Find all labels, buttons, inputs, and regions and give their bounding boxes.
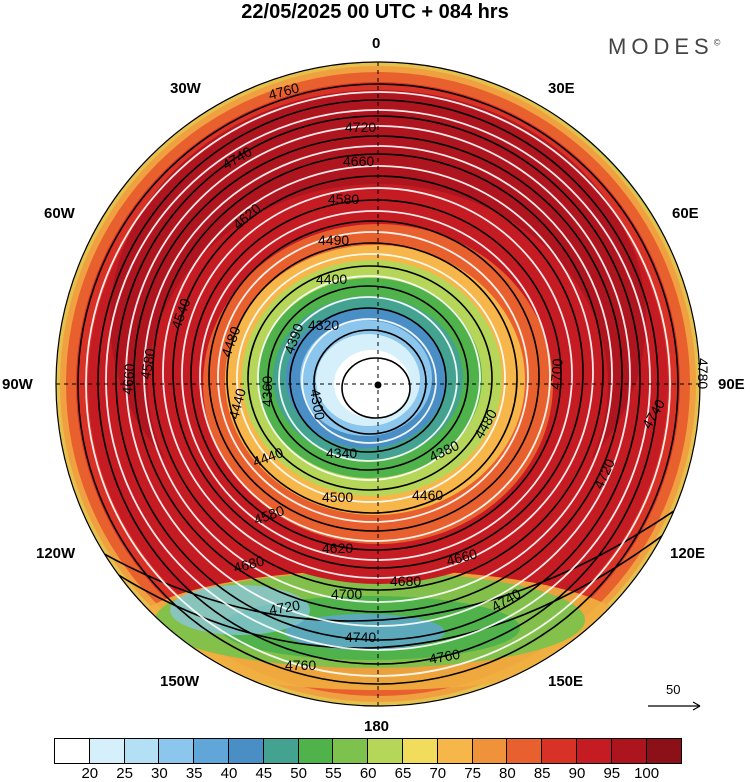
contour-label: 4580 — [328, 191, 359, 207]
brand-name: MODES — [608, 34, 714, 59]
contour-label: 4490 — [318, 232, 349, 248]
contour-label: 4300 — [307, 388, 328, 422]
contour-label: 4780 — [695, 358, 711, 389]
colorbar-swatch — [55, 739, 90, 763]
colorbar-swatch — [368, 739, 403, 763]
colorbar-tick-label: 50 — [290, 765, 307, 782]
contour-label: 4720 — [268, 597, 302, 618]
contour-label: 4360 — [259, 376, 275, 407]
brand-logo: MODES© — [608, 34, 720, 60]
brand-mark: © — [713, 37, 721, 48]
contour-label: 4620 — [322, 540, 353, 556]
contour-label: 4400 — [316, 271, 347, 287]
colorbar-tick-label: 75 — [464, 765, 481, 782]
map-boundary — [55, 61, 701, 707]
colorbar-swatch — [402, 739, 438, 763]
colorbar-swatch — [89, 739, 125, 763]
contour-label: 4660 — [445, 545, 479, 569]
colorbar-tick-label: 80 — [499, 765, 516, 782]
colorbar-tick-label: 30 — [151, 765, 168, 782]
lon-label-120w: 120W — [36, 545, 76, 562]
colorbar-swatch — [437, 739, 473, 763]
colorbar-swatch — [646, 739, 682, 763]
colorbar-swatch — [542, 739, 577, 763]
colorbar-swatch — [472, 739, 508, 763]
colorbar — [54, 738, 683, 764]
contour-label: 4340 — [326, 445, 357, 461]
lon-label-150w: 150W — [160, 673, 200, 690]
contour-label: 4500 — [322, 489, 353, 505]
colorbar-tick-label: 95 — [603, 765, 621, 782]
colorbar-swatch — [333, 739, 369, 763]
lon-label-60e: 60E — [672, 205, 699, 222]
colorbar-tick-label: 25 — [116, 765, 133, 782]
colorbar-tick-label: 20 — [81, 765, 99, 782]
colorbar-tick-label: 90 — [568, 765, 586, 782]
lon-label-90e: 90E — [718, 376, 745, 393]
forecast-title: 22/05/2025 00 UTC + 084 hrs — [241, 1, 509, 23]
lon-label-150e: 150E — [548, 673, 584, 690]
colorbar-tick-label: 65 — [394, 765, 412, 782]
colorbar-tick-label: 60 — [359, 765, 377, 782]
colorbar-tick-label: 100 — [634, 765, 660, 782]
contour-label: 4440 — [225, 386, 249, 420]
colorbar-swatch — [298, 739, 334, 763]
colorbar-swatch — [159, 739, 195, 763]
lon-label-60w: 60W — [44, 205, 75, 222]
vector-key-label: 50 — [666, 682, 681, 697]
contour-label: 4460 — [412, 487, 443, 503]
height-contours — [77, 83, 691, 685]
lon-label-180: 180 — [364, 718, 390, 735]
lon-label-90w: 90W — [2, 376, 33, 393]
contour-label: 4760 — [267, 79, 301, 103]
lon-label-30w: 30W — [170, 80, 201, 97]
contour-label: 4700 — [331, 586, 362, 602]
contour-label: 4580 — [137, 347, 158, 381]
colorbar-tick-label: 40 — [220, 765, 238, 782]
contour-label: 4320 — [308, 317, 339, 333]
colorbar-tick-label: 45 — [255, 765, 273, 782]
colorbar-swatch — [124, 739, 160, 763]
colorbar-tick-label: 70 — [429, 765, 447, 782]
colorbar-tick-label: 55 — [325, 765, 342, 782]
colorbar-swatch — [263, 739, 299, 763]
contour-label: 4760 — [285, 657, 316, 673]
lon-label-30e: 30E — [548, 80, 575, 97]
contour-label: 4660 — [119, 363, 138, 396]
colorbar-swatch — [228, 739, 264, 763]
colorbar-swatch — [611, 739, 647, 763]
lon-label-0: 0 — [372, 35, 381, 52]
colorbar-swatch — [576, 739, 612, 763]
colorbar-swatch — [194, 739, 229, 763]
colorbar-tick-label: 85 — [533, 765, 551, 782]
contour-label: 4660 — [343, 153, 374, 169]
lon-label-120e: 120E — [670, 545, 706, 562]
vector-key-arrow — [648, 701, 701, 711]
contour-label: 4680 — [232, 552, 266, 576]
colorbar-tick-label: 35 — [185, 765, 203, 782]
contour-label: 4760 — [428, 646, 462, 667]
contour-label: 4700 — [547, 358, 566, 391]
contour-label: 4740 — [345, 629, 376, 645]
colorbar-swatch — [507, 739, 543, 763]
contour-label: 4680 — [390, 573, 421, 589]
contour-label: 4720 — [345, 119, 376, 135]
north-pole-marker — [374, 381, 382, 389]
